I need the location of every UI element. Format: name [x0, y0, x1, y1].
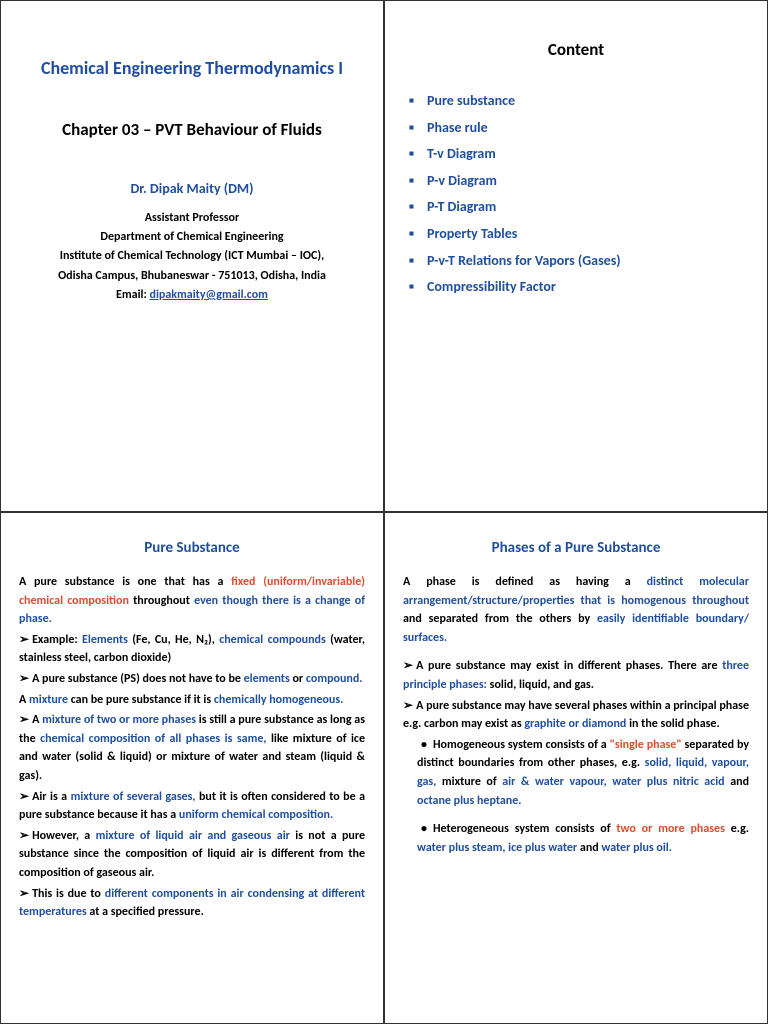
- affiliation-block: Assistant Professor Department of Chemic…: [19, 209, 365, 305]
- chapter-title: Chapter 03 – PVT Behaviour of Fluids: [19, 119, 365, 140]
- text-blue: mixture of liquid air and gaseous air: [96, 829, 290, 843]
- text-red: "single phase": [610, 738, 682, 752]
- text: e.g.: [725, 822, 749, 836]
- text-blue: mixture: [29, 693, 68, 707]
- text-blue: graphite or diamond: [524, 717, 626, 731]
- author-email-line: Email: dipakmaity@gmail.com: [19, 286, 365, 305]
- text: solid, liquid, and gas.: [487, 678, 594, 692]
- author-role: Assistant Professor: [19, 209, 365, 228]
- text-blue: compound.: [306, 672, 363, 686]
- text: A: [32, 713, 42, 727]
- slide-pure-substance: Pure Substance A pure substance is one t…: [0, 512, 384, 1024]
- text: does not have to be: [140, 672, 244, 686]
- text-blue: mixture of two or more phases: [42, 713, 196, 727]
- text: (Fe, Cu, He, N₂),: [128, 633, 219, 647]
- slide-title: Chemical Engineering Thermodynamics I Ch…: [0, 0, 384, 512]
- slide-content: Content Pure substance Phase rule T-v Di…: [384, 0, 768, 512]
- content-item: Phase rule: [427, 115, 749, 142]
- content-list: Pure substance Phase rule T-v Diagram P-…: [403, 88, 749, 301]
- text-blue: uniform chemical composition.: [179, 808, 333, 822]
- content-item: Compressibility Factor: [427, 274, 749, 301]
- text: A pure substance is one that has a: [19, 575, 231, 589]
- text-red: two or more phases: [616, 822, 725, 836]
- text-blue: chemical composition of all phases is sa…: [40, 732, 266, 746]
- text: A pure substance may exist in different …: [416, 659, 722, 673]
- text: and: [725, 775, 749, 789]
- slide-phases: Phases of a Pure Substance A phase is de…: [384, 512, 768, 1024]
- text: However, a: [32, 829, 96, 843]
- text: Heterogeneous system consists of: [433, 822, 616, 836]
- slide-heading: Pure Substance: [19, 539, 365, 557]
- text: throughout: [129, 594, 194, 608]
- text-blue: water plus oil.: [601, 841, 672, 855]
- content-item: P-v-T Relations for Vapors (Gases): [427, 248, 749, 275]
- author-dept: Department of Chemical Engineering: [19, 228, 365, 247]
- text-blue: mixture of several gases,: [71, 790, 196, 804]
- text-blue: elements: [244, 672, 290, 686]
- text: Homogeneous system consists of a: [433, 738, 610, 752]
- slide-heading: Phases of a Pure Substance: [403, 539, 749, 557]
- text: This is due to: [32, 887, 105, 901]
- content-item: P-T Diagram: [427, 194, 749, 221]
- text: Example:: [32, 633, 82, 647]
- content-heading: Content: [403, 39, 749, 60]
- text-blue: Elements: [82, 633, 128, 647]
- content-item: P-v Diagram: [427, 168, 749, 195]
- text: (PS): [120, 672, 140, 686]
- text: Air is a: [32, 790, 71, 804]
- text: or: [290, 672, 306, 686]
- content-item: Pure substance: [427, 88, 749, 115]
- author-campus: Odisha Campus, Bhubaneswar - 751013, Odi…: [19, 267, 365, 286]
- text: A pure substance: [32, 672, 120, 686]
- text-blue: air & water vapour, water plus nitric ac…: [502, 775, 724, 789]
- content-item: T-v Diagram: [427, 141, 749, 168]
- text: can be pure substance if it is: [68, 693, 214, 707]
- author-name: Dr. Dipak Maity (DM): [19, 180, 365, 197]
- text-blue: water plus steam, ice plus water: [417, 841, 577, 855]
- text-blue: octane plus heptane.: [417, 794, 521, 808]
- text: at a specified pressure.: [87, 905, 204, 919]
- text: in the solid phase.: [626, 717, 719, 731]
- text: and separated from the others by: [403, 612, 597, 626]
- text: and: [577, 841, 601, 855]
- author-institute: Institute of Chemical Technology (ICT Mu…: [19, 247, 365, 266]
- email-label: Email:: [116, 288, 149, 302]
- body-text: A pure substance is one that has a fixed…: [19, 573, 365, 922]
- course-title: Chemical Engineering Thermodynamics I: [19, 57, 365, 79]
- text-blue: chemical compounds: [219, 633, 326, 647]
- text: mixture of: [436, 775, 502, 789]
- content-item: Property Tables: [427, 221, 749, 248]
- body-text: A phase is defined as having a distinct …: [403, 573, 749, 857]
- text: A phase is defined as having a: [403, 575, 647, 589]
- email-link[interactable]: dipakmaity@gmail.com: [150, 288, 268, 302]
- text: A: [19, 693, 29, 707]
- text-blue: chemically homogeneous.: [214, 693, 343, 707]
